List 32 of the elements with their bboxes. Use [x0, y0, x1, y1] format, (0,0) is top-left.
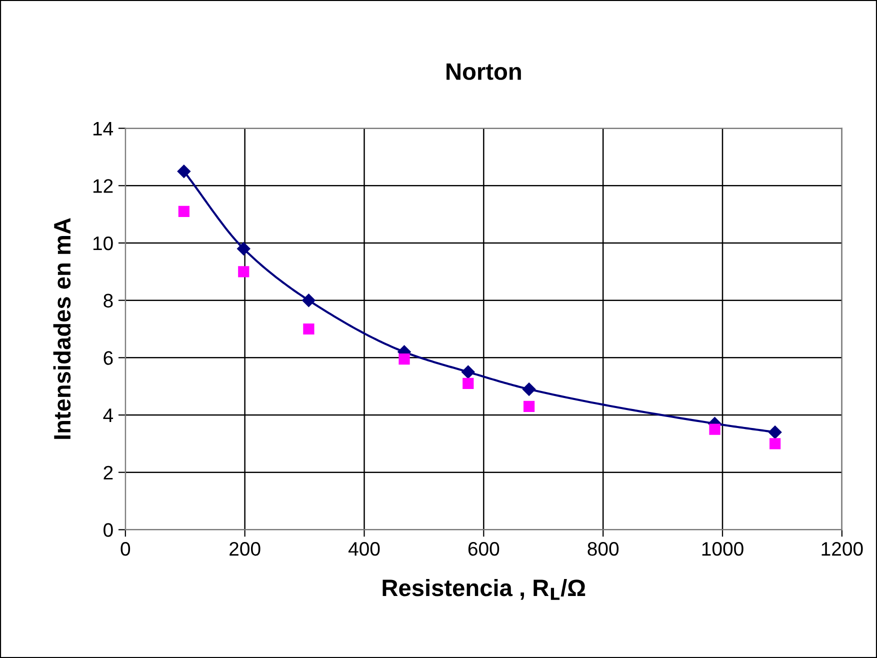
point — [523, 400, 535, 412]
x-tick-label: 200 — [230, 542, 260, 556]
y-tick-label: 10 — [93, 236, 113, 250]
x-tick-label: 400 — [348, 542, 380, 556]
x-tick-label: 1200 — [822, 542, 863, 556]
point — [709, 424, 720, 435]
point — [462, 365, 475, 379]
x-tick-label: 0 — [120, 542, 130, 556]
point — [398, 354, 410, 365]
point — [768, 426, 782, 439]
x-axis-title: Resistencia , R$_{L}$/Ω — [382, 578, 586, 600]
x-tick-label: 1000 — [702, 542, 744, 556]
point — [238, 266, 250, 278]
point — [769, 438, 781, 450]
point — [237, 242, 250, 256]
x-tick-label: 800 — [588, 542, 619, 556]
point — [522, 382, 536, 396]
y-tick-label: 14 — [93, 122, 114, 136]
y-axis-title: Intensidades en mA — [53, 218, 71, 439]
point — [178, 206, 190, 218]
y-tick-label: 0 — [104, 523, 113, 537]
y-tick-label: 4 — [103, 408, 114, 422]
y-tick-label: 12 — [93, 179, 113, 193]
point — [303, 323, 314, 335]
x-tick-label: 600 — [468, 542, 500, 556]
chart-title: Norton — [446, 63, 521, 80]
y-tick-label: 6 — [104, 351, 113, 365]
point — [302, 294, 316, 307]
y-tick-label: 2 — [104, 466, 113, 480]
point — [462, 378, 474, 390]
point — [177, 164, 191, 178]
y-tick-label: 8 — [104, 294, 113, 308]
